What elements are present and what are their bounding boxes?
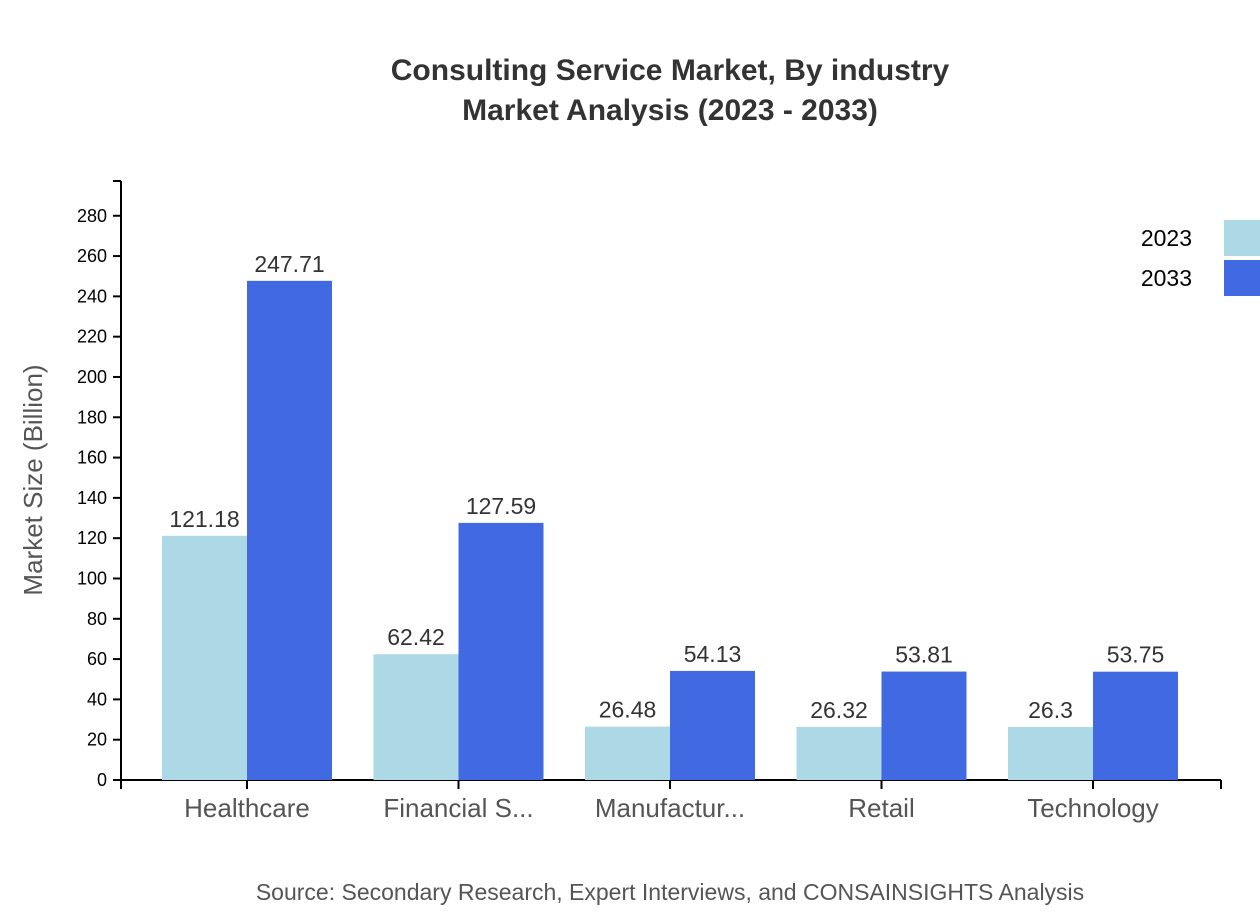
y-tick-label: 260 xyxy=(77,246,107,266)
source-note: Source: Secondary Research, Expert Inter… xyxy=(256,879,1084,905)
data-label: 121.18 xyxy=(169,506,239,532)
y-axis-label: Market Size (Billion) xyxy=(18,364,48,595)
y-tick-label: 180 xyxy=(77,407,107,427)
bar-2023 xyxy=(796,726,882,780)
bar-2033 xyxy=(1093,671,1178,780)
y-tick-label: 200 xyxy=(77,367,107,387)
bar-2033 xyxy=(458,522,544,780)
data-label: 26.3 xyxy=(1028,697,1073,723)
bar-2023 xyxy=(162,535,247,780)
legend-label: 2023 xyxy=(1141,225,1192,251)
y-tick-label: 280 xyxy=(77,206,107,226)
y-tick-label: 80 xyxy=(87,609,107,629)
y-tick-label: 140 xyxy=(77,488,107,508)
x-tick-label: Technology xyxy=(1027,793,1159,823)
data-label: 53.81 xyxy=(895,642,953,668)
data-label: 127.59 xyxy=(466,493,536,519)
y-tick-label: 240 xyxy=(77,286,107,306)
bar-2023 xyxy=(373,654,459,780)
bar-2033 xyxy=(247,280,332,780)
y-tick-label: 220 xyxy=(77,327,107,347)
bar-2033 xyxy=(670,670,755,780)
y-tick-label: 40 xyxy=(87,689,107,709)
chart-title: Consulting Service Market, By industry xyxy=(391,54,950,87)
y-tick-label: 120 xyxy=(77,528,107,548)
bar-2023 xyxy=(585,726,670,780)
legend-swatch-2023 xyxy=(1224,220,1260,256)
data-label: 62.42 xyxy=(387,624,445,650)
y-tick-label: 60 xyxy=(87,649,107,669)
legend-swatch-2033 xyxy=(1224,260,1260,296)
y-tick-label: 160 xyxy=(77,448,107,468)
bar-2023 xyxy=(1008,727,1093,780)
x-tick-label: Manufactur... xyxy=(595,793,745,823)
data-label: 26.48 xyxy=(599,697,657,723)
chart-subtitle: Market Analysis (2023 - 2033) xyxy=(462,94,878,127)
x-tick-label: Retail xyxy=(848,793,914,823)
y-tick-label: 20 xyxy=(87,730,107,750)
data-label: 53.75 xyxy=(1107,642,1165,668)
legend-label: 2033 xyxy=(1141,265,1192,291)
x-tick-label: Healthcare xyxy=(184,793,310,823)
data-label: 247.71 xyxy=(254,251,324,277)
y-tick-label: 100 xyxy=(77,568,107,588)
x-tick-label: Financial S... xyxy=(383,793,533,823)
data-label: 54.13 xyxy=(684,641,742,667)
data-label: 26.32 xyxy=(810,697,868,723)
y-tick-label: 0 xyxy=(97,770,107,790)
bar-2033 xyxy=(881,671,967,780)
